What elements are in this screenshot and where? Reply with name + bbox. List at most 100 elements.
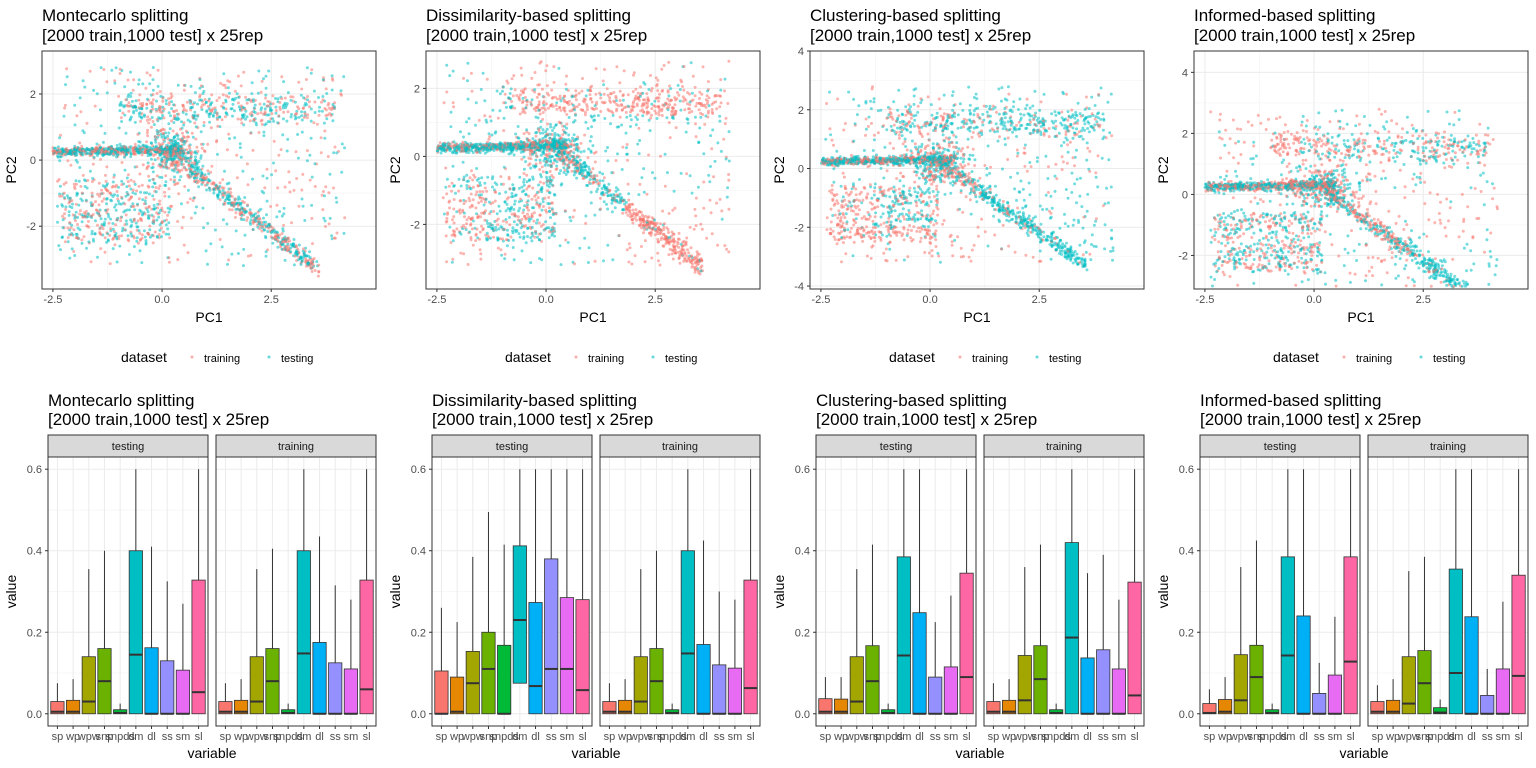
point-testing	[204, 100, 208, 104]
point-training	[487, 137, 491, 141]
point-training	[158, 199, 162, 203]
point-training	[277, 153, 281, 157]
point-training	[114, 223, 118, 227]
point-training	[598, 91, 601, 95]
point-training	[260, 122, 264, 126]
point-testing	[462, 146, 466, 150]
point-testing	[152, 204, 156, 207]
point-testing	[522, 237, 526, 240]
point-training	[335, 231, 339, 235]
point-testing	[238, 142, 242, 146]
point-training	[503, 92, 507, 96]
point-testing	[167, 221, 171, 225]
point-testing	[64, 205, 68, 209]
point-testing	[536, 116, 540, 120]
point-training	[86, 179, 90, 182]
point-testing	[276, 121, 280, 125]
point-training	[304, 78, 308, 81]
point-training	[683, 252, 687, 256]
point-testing	[151, 185, 155, 189]
point-testing	[498, 109, 502, 113]
point-testing	[281, 229, 285, 233]
point-training	[229, 191, 233, 195]
point-training	[673, 103, 677, 107]
point-training	[163, 210, 167, 214]
point-training	[503, 252, 507, 256]
point-testing	[508, 207, 512, 211]
point-testing	[466, 97, 470, 101]
point-testing	[68, 152, 72, 156]
point-training	[702, 206, 706, 210]
point-testing	[498, 209, 502, 213]
point-testing	[462, 135, 465, 139]
point-testing	[606, 207, 610, 211]
point-testing	[73, 216, 77, 220]
point-testing	[210, 101, 214, 105]
point-training	[537, 100, 541, 104]
point-training	[56, 179, 60, 183]
point-testing	[502, 228, 506, 232]
point-training	[544, 208, 548, 212]
point-testing	[196, 102, 199, 106]
point-testing	[301, 204, 305, 208]
point-testing	[304, 246, 308, 250]
point-training	[246, 203, 249, 207]
point-testing	[155, 218, 159, 222]
point-training	[654, 76, 658, 80]
point-testing	[465, 187, 469, 190]
point-training	[469, 192, 473, 196]
point-testing	[538, 158, 542, 162]
point-testing	[449, 125, 453, 129]
point-training	[462, 76, 465, 80]
point-testing	[568, 157, 572, 161]
point-training	[660, 67, 664, 71]
point-training	[137, 241, 140, 245]
point-testing	[566, 170, 570, 174]
point-training	[94, 200, 97, 204]
point-testing	[209, 242, 213, 246]
point-testing	[321, 95, 325, 98]
point-training	[145, 71, 149, 75]
point-testing	[117, 126, 121, 130]
point-training	[554, 104, 558, 108]
point-training	[175, 132, 179, 136]
point-testing	[494, 130, 498, 134]
point-training	[536, 83, 540, 87]
point-testing	[299, 263, 303, 266]
point-testing	[666, 108, 670, 112]
point-testing	[167, 210, 171, 214]
point-testing	[718, 119, 722, 123]
point-training	[447, 184, 451, 188]
point-testing	[497, 146, 501, 150]
point-training	[483, 186, 487, 190]
point-training	[259, 111, 263, 115]
point-training	[676, 250, 680, 254]
legend: dataset training testing	[121, 349, 313, 365]
point-testing	[111, 195, 115, 198]
point-testing	[490, 177, 494, 181]
point-training	[710, 232, 714, 236]
point-testing	[487, 200, 491, 204]
point-training	[236, 74, 240, 78]
point-training	[151, 162, 155, 166]
point-training	[228, 80, 232, 84]
point-training	[275, 203, 279, 207]
point-training	[68, 221, 72, 225]
point-testing	[318, 105, 321, 109]
point-testing	[106, 212, 110, 216]
point-testing	[320, 109, 324, 113]
point-training	[547, 196, 551, 199]
point-testing	[296, 156, 300, 160]
point-testing	[240, 213, 244, 217]
point-training	[283, 185, 287, 189]
point-training	[547, 93, 551, 97]
point-testing	[66, 240, 70, 244]
point-training	[697, 108, 701, 112]
point-training	[501, 219, 505, 223]
point-testing	[719, 149, 723, 153]
point-testing	[56, 204, 59, 208]
point-testing	[133, 120, 137, 124]
point-testing	[77, 179, 81, 183]
point-training	[64, 148, 68, 152]
point-testing	[274, 105, 278, 109]
